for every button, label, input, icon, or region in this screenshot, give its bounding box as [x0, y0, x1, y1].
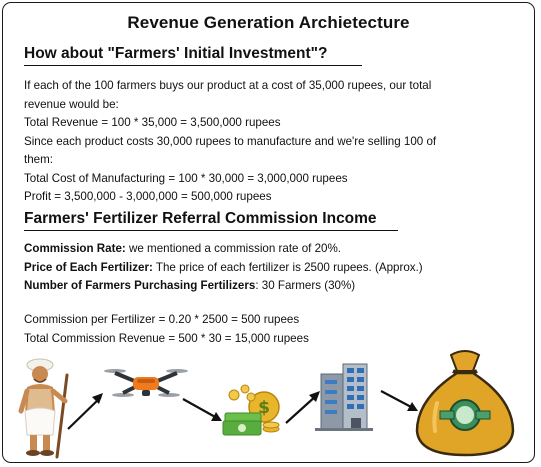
- investment-line: Since each product costs 30,000 rupees t…: [24, 134, 437, 148]
- flow-arrow: [285, 391, 320, 424]
- commission-fact: Price of Each Fertilizer: The price of e…: [24, 259, 524, 278]
- commission-heading: Farmers' Fertilizer Referral Commission …: [24, 210, 398, 231]
- building-icon: [315, 363, 373, 431]
- investment-line: revenue would be:: [24, 97, 119, 111]
- investment-line: them:: [24, 153, 53, 166]
- commission-calculation: Commission per Fertilizer = 0.20 * 2500 …: [24, 311, 524, 348]
- commission-heading-text: Farmers' Fertilizer Referral Commission …: [24, 210, 377, 227]
- commission-fact-label: Number of Farmers Purchasing Fertilizers: [24, 279, 256, 292]
- commission-fact-text: : 30 Farmers (30%): [255, 279, 356, 292]
- commission-fact-text: The price of each fertilizer is 2500 rup…: [152, 260, 423, 274]
- investment-heading-underline: [24, 64, 362, 66]
- investment-line: Profit = 3,500,000 - 3,000,000 = 500,000…: [24, 190, 272, 203]
- commission-fact-text: we mentioned a commission rate of 20%.: [125, 242, 342, 255]
- commission-fact-label: Price of Each Fertilizer:: [24, 260, 153, 274]
- investment-line: If each of the 100 farmers buys our prod…: [24, 79, 432, 92]
- investment-heading-text: How about "Farmers' Initial Investment"?: [24, 45, 328, 62]
- investment-line: Total Revenue = 100 * 35,000 = 3,500,000…: [24, 116, 281, 129]
- page-title: Revenue Generation Archietecture: [127, 13, 410, 32]
- flow-arrow: [380, 390, 418, 411]
- commission-fact: Commission Rate: we mentioned a commissi…: [24, 240, 524, 259]
- money-bag-icon: [415, 350, 515, 457]
- investment-heading: How about "Farmers' Initial Investment"?: [24, 45, 362, 66]
- commission-fact-label: Commission Rate:: [24, 242, 126, 255]
- farmer-icon: [18, 358, 69, 459]
- commission-heading-underline: [24, 229, 398, 231]
- revenue-card: Revenue Generation Archietecture How abo…: [2, 2, 535, 463]
- flow-arrow: [67, 393, 103, 430]
- commission-fact: Number of Farmers Purchasing Fertilizers…: [24, 277, 524, 296]
- money-stack-icon: $: [222, 384, 280, 436]
- commission-facts: Commission Rate: we mentioned a commissi…: [24, 240, 524, 296]
- commission-calc-line: Total Commission Revenue = 500 * 30 = 15…: [24, 331, 309, 345]
- drone-icon: [104, 369, 188, 397]
- flow-arrow: [182, 398, 222, 421]
- commission-calc-line: Commission per Fertilizer = 0.20 * 2500 …: [24, 313, 300, 326]
- svg-text:$: $: [258, 398, 270, 418]
- investment-paragraph: If each of the 100 farmers buys our prod…: [24, 77, 524, 207]
- investment-line: Total Cost of Manufacturing = 100 * 30,0…: [24, 171, 348, 185]
